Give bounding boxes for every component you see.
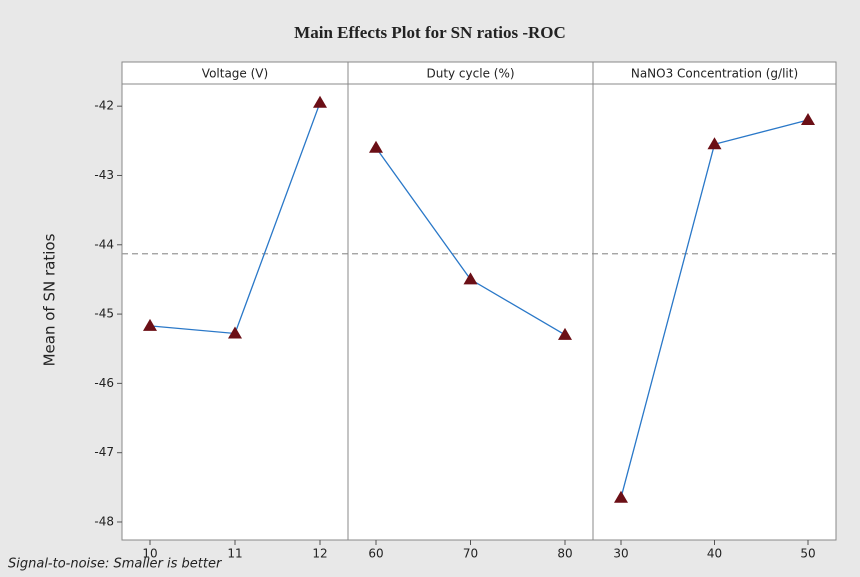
panel-title: Voltage (V): [202, 67, 268, 81]
x-tick-label: 10: [142, 547, 157, 561]
marker: [614, 490, 628, 503]
x-tick-label: 30: [613, 547, 628, 561]
panel-title: NaNO3 Concentration (g/lit): [631, 67, 798, 81]
x-tick-label: 80: [557, 547, 572, 561]
panel-title: Duty cycle (%): [426, 67, 514, 81]
x-tick-label: 60: [368, 547, 383, 561]
y-tick-label: -48: [94, 514, 114, 528]
marker: [369, 140, 383, 153]
y-tick-label: -46: [94, 376, 114, 390]
x-tick-label: 40: [707, 547, 722, 561]
y-tick-label: -47: [94, 445, 114, 459]
y-tick-label: -45: [94, 307, 114, 321]
y-tick-label: -42: [94, 99, 114, 113]
chart-title: Main Effects Plot for SN ratios -ROC: [294, 23, 566, 42]
y-axis-label: Mean of SN ratios: [41, 233, 59, 366]
marker: [558, 327, 572, 340]
marker: [707, 137, 722, 150]
plot-area: [121, 61, 837, 541]
x-tick-label: 11: [227, 547, 242, 561]
y-tick-label: -44: [94, 237, 114, 251]
marker: [313, 95, 327, 108]
x-tick-label: 70: [463, 547, 478, 561]
marker: [463, 272, 478, 285]
y-tick-label: -43: [94, 168, 114, 182]
x-tick-label: 12: [312, 547, 327, 561]
footnote: Signal-to-noise: Smaller is better: [8, 557, 223, 572]
x-tick-label: 50: [800, 547, 815, 561]
marker: [143, 318, 157, 331]
marker: [228, 326, 242, 339]
marker: [801, 113, 815, 126]
